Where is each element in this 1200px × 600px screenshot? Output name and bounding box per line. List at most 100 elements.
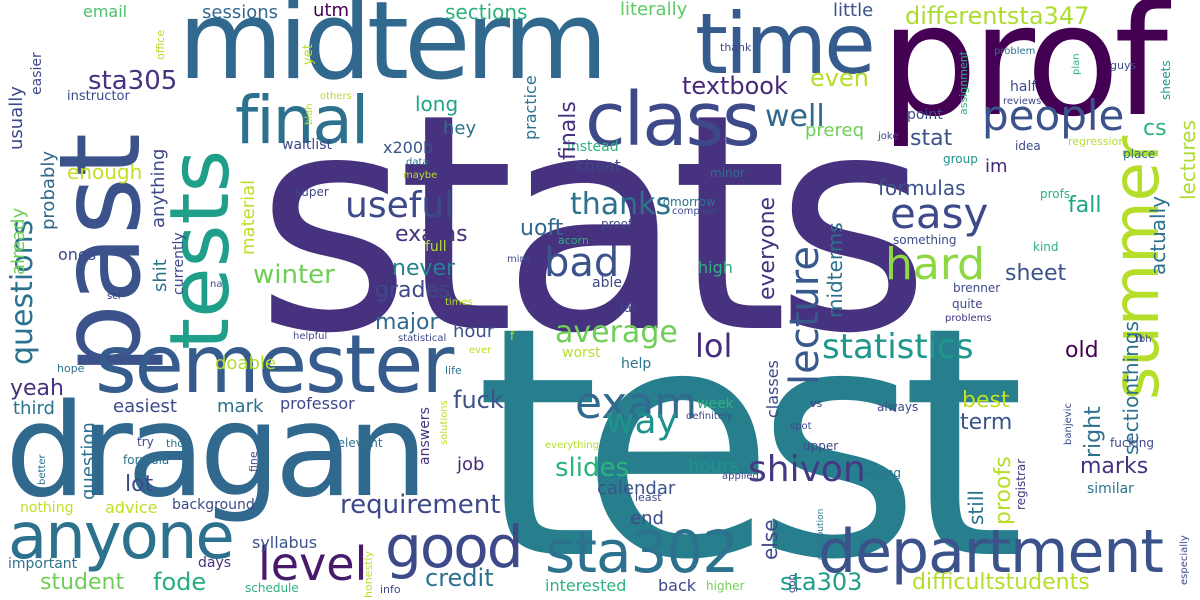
word: finals xyxy=(556,101,581,160)
word: hope xyxy=(57,362,85,375)
word: time xyxy=(695,0,876,93)
word: fine xyxy=(247,451,260,472)
word: utm xyxy=(313,0,349,21)
word: slides xyxy=(555,453,630,483)
word: well xyxy=(765,99,825,134)
word: little xyxy=(833,0,874,21)
word: na xyxy=(210,279,223,290)
word: instead xyxy=(567,139,619,155)
word: im xyxy=(985,156,1008,177)
word: schedule xyxy=(245,581,299,595)
word: data xyxy=(406,157,429,168)
word: dragan xyxy=(5,377,428,526)
word: banjevic xyxy=(1063,403,1074,445)
word: statistical xyxy=(398,333,447,344)
word: acorn xyxy=(558,234,589,247)
word: mins xyxy=(507,254,532,265)
word: minor xyxy=(710,166,745,180)
word: gon xyxy=(787,574,798,593)
word: fode xyxy=(153,568,207,596)
word: prereq xyxy=(805,120,865,141)
word: difficultstudents xyxy=(912,570,1090,595)
word: sessions xyxy=(202,2,279,23)
word: easier xyxy=(29,52,45,95)
word: formulas xyxy=(878,176,966,200)
word: department xyxy=(818,517,1164,587)
word: student xyxy=(40,570,125,595)
word: vs xyxy=(810,397,823,410)
word: right xyxy=(1081,406,1106,458)
word: marks xyxy=(1080,454,1149,479)
word: grades xyxy=(375,278,451,303)
word: spot xyxy=(790,421,812,432)
word: exam xyxy=(575,378,698,429)
word: wrong xyxy=(864,466,902,480)
word: high xyxy=(698,258,733,277)
word: midterms xyxy=(823,222,847,318)
word: final xyxy=(235,82,369,159)
word: sci xyxy=(107,291,121,302)
word: honestly xyxy=(362,550,375,598)
word: useful xyxy=(345,185,455,226)
word: full xyxy=(425,239,447,255)
word: sta305 xyxy=(88,66,178,96)
word: joke xyxy=(878,131,899,142)
word: end xyxy=(630,508,664,529)
word: instructor xyxy=(67,89,130,104)
word: better xyxy=(37,454,48,485)
word: waitlist xyxy=(282,137,332,153)
word: brenner xyxy=(953,281,1001,295)
word: easy xyxy=(890,189,989,238)
word: class xyxy=(585,77,761,163)
word: sta303 xyxy=(780,568,863,596)
word: hours xyxy=(688,456,739,477)
word: yet xyxy=(301,44,316,65)
word: tho xyxy=(166,437,185,450)
word: nothing xyxy=(20,500,74,516)
word: helpful xyxy=(293,331,328,342)
word: complain xyxy=(672,206,718,217)
word: fucking xyxy=(1110,436,1154,450)
word: people xyxy=(982,91,1125,140)
word: stat xyxy=(910,126,953,151)
word: sections xyxy=(445,0,528,24)
word: winter xyxy=(253,260,335,290)
word: interested xyxy=(545,576,627,595)
word: best xyxy=(962,388,1010,413)
word: email xyxy=(83,2,128,21)
word: proof xyxy=(601,217,633,231)
word: least xyxy=(635,491,662,504)
word: cheat xyxy=(576,156,621,175)
word: syllabus xyxy=(252,533,318,552)
word: literally xyxy=(620,0,688,20)
word: idea xyxy=(1015,139,1041,153)
word: upper xyxy=(803,439,839,453)
word: important xyxy=(8,556,78,572)
word: shivon xyxy=(748,449,866,490)
word: quite xyxy=(952,297,983,311)
word: lol xyxy=(695,327,733,365)
word: super xyxy=(295,185,329,199)
word: question xyxy=(78,422,99,500)
word: lectures xyxy=(1176,120,1200,200)
word: currently xyxy=(171,232,187,295)
word: definitely xyxy=(686,411,733,422)
word: anyone xyxy=(8,500,235,574)
word: textbook xyxy=(682,72,788,100)
word: shit xyxy=(150,259,171,292)
word: job xyxy=(457,454,485,475)
word: bad xyxy=(544,240,620,286)
word: registrar xyxy=(1014,458,1028,510)
word: x200b xyxy=(383,138,434,157)
word: requirement xyxy=(340,490,501,520)
word: blah xyxy=(304,103,315,125)
word: sta302 xyxy=(545,518,739,586)
word: group xyxy=(943,152,978,166)
word: stats xyxy=(255,50,931,399)
word: place xyxy=(1123,147,1156,161)
word: office xyxy=(154,29,167,60)
word: week xyxy=(697,396,734,412)
word: others xyxy=(320,91,352,102)
word: actually xyxy=(1146,196,1170,275)
